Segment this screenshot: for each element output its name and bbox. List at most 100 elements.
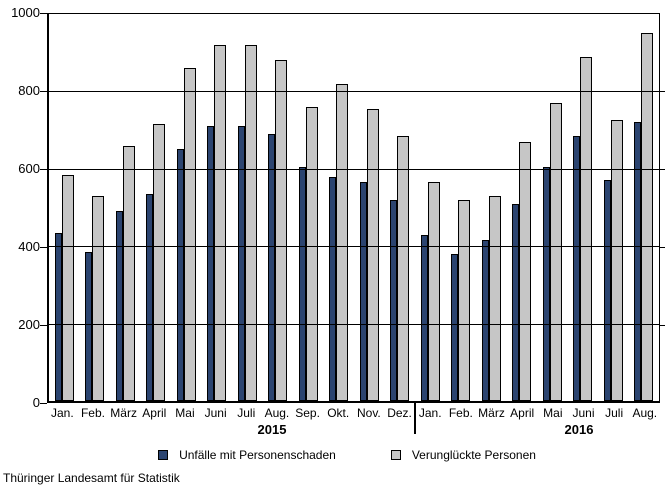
bar-verungglueckte-18 <box>580 56 593 401</box>
x-tick-label-2: Feb. <box>80 406 105 420</box>
x-tick-label-17: Mai <box>543 406 563 420</box>
bar-verungglueckte-15 <box>488 195 501 401</box>
month-group-20 <box>629 14 660 401</box>
bar-verungglueckte-12 <box>397 135 410 401</box>
legend-label-verungglueckte: Verunglückte Personen <box>411 448 536 462</box>
y-tick-left-600 <box>40 169 47 170</box>
bar-unfaelle-18 <box>573 135 581 401</box>
legend-item-unfaelle: Unfälle mit Personenschaden <box>158 448 336 462</box>
x-axis-labels: Jan. Feb. März April Mai Juni Juli Aug. Sep. Okt.… <box>47 406 660 420</box>
bar-unfaelle-1 <box>54 232 62 401</box>
month-group-6 <box>202 14 233 401</box>
month-group-2 <box>80 14 111 401</box>
x-tick-label-14: Feb. <box>448 406 473 420</box>
gridline-600 <box>49 168 659 170</box>
legend-swatch-verungglueckte-icon <box>390 450 401 460</box>
y-tick-label-600: 600 <box>18 161 40 176</box>
y-tick-left-200 <box>40 325 47 326</box>
month-group-3 <box>110 14 141 401</box>
legend-swatch-unfaelle-icon <box>158 450 169 460</box>
x-tick-label-3: März <box>110 406 137 420</box>
month-group-5 <box>171 14 202 401</box>
bar-verungglueckte-3 <box>122 145 135 401</box>
bar-unfaelle-7 <box>237 126 245 401</box>
month-group-1 <box>49 14 80 401</box>
x-tick-label-15: März <box>478 406 505 420</box>
y-tick-left-400 <box>40 247 47 248</box>
x-tick-label-20: Aug. <box>632 406 658 420</box>
x-tick-label-18: Juni <box>572 406 595 420</box>
bar-verungglueckte-2 <box>92 195 105 401</box>
x-tick-label-6: Juni <box>204 406 227 420</box>
bar-unfaelle-15 <box>481 240 489 401</box>
y-tick-label-800: 800 <box>18 83 40 98</box>
year-label-2016: 2016 <box>564 422 594 437</box>
bar-verungglueckte-4 <box>153 124 166 401</box>
bar-verungglueckte-14 <box>458 199 471 401</box>
x-tick-label-1: Jan. <box>50 406 74 420</box>
x-tick-label-7: Juli <box>237 406 256 420</box>
y-tick-right-600 <box>660 169 665 170</box>
bar-unfaelle-12 <box>390 199 398 401</box>
x-tick-label-11: Nov. <box>356 406 381 420</box>
bar-unfaelle-13 <box>420 234 428 401</box>
y-tick-right-800 <box>660 91 665 92</box>
month-group-13 <box>415 14 446 401</box>
month-group-11 <box>354 14 385 401</box>
bar-verungglueckte-16 <box>519 141 532 401</box>
bar-verungglueckte-11 <box>366 108 379 401</box>
gridline-400 <box>49 246 659 248</box>
month-group-9 <box>293 14 324 401</box>
month-group-15 <box>476 14 507 401</box>
x-tick-label-12: Dez. <box>387 406 412 420</box>
bar-unfaelle-8 <box>268 133 276 401</box>
x-tick-label-4: April <box>142 406 167 420</box>
bar-unfaelle-17 <box>542 166 550 401</box>
x-tick-label-10: Okt. <box>327 406 350 420</box>
y-tick-left-800 <box>40 91 47 92</box>
bar-verungglueckte-10 <box>336 83 349 401</box>
plot-area <box>47 13 660 403</box>
legend-item-verungglueckte: Verunglückte Personen <box>390 448 536 462</box>
gridline-200 <box>49 323 659 325</box>
y-tick-label-200: 200 <box>18 317 40 332</box>
bar-unfaelle-19 <box>603 180 611 401</box>
bar-unfaelle-11 <box>359 182 367 401</box>
month-group-14 <box>446 14 477 401</box>
y-tick-right-200 <box>660 325 665 326</box>
y-tick-left-1000 <box>40 13 47 14</box>
bar-unfaelle-9 <box>298 166 306 401</box>
legend: Unfälle mit Personenschaden Verunglückte… <box>0 448 668 462</box>
month-group-19 <box>598 14 629 401</box>
bar-verungglueckte-13 <box>427 182 440 401</box>
month-group-18 <box>568 14 599 401</box>
legend-label-unfaelle: Unfälle mit Personenschaden <box>179 448 336 462</box>
gridline-800 <box>49 91 659 93</box>
y-tick-left-0 <box>40 403 47 404</box>
month-group-7 <box>232 14 263 401</box>
y-tick-label-0: 0 <box>32 395 40 410</box>
source-note: Thüringer Landesamt für Statistik <box>3 471 180 485</box>
x-tick-label-9: Sep. <box>295 406 320 420</box>
bar-verungglueckte-5 <box>183 68 196 401</box>
bar-unfaelle-3 <box>115 211 123 401</box>
y-tick-label-400: 400 <box>18 239 40 254</box>
bar-unfaelle-16 <box>512 203 520 401</box>
y-tick-label-1000: 1000 <box>11 5 40 20</box>
x-tick-label-19: Juli <box>605 406 624 420</box>
bar-unfaelle-10 <box>329 176 337 401</box>
x-tick-label-13: Jan. <box>418 406 442 420</box>
year-label-2015: 2015 <box>257 422 287 437</box>
y-tick-right-400 <box>660 247 665 248</box>
bar-verungglueckte-7 <box>244 44 257 401</box>
bar-unfaelle-6 <box>207 126 215 401</box>
bar-unfaelle-14 <box>451 253 459 401</box>
bar-unfaelle-20 <box>634 122 642 401</box>
bar-verungglueckte-6 <box>214 44 227 401</box>
month-group-12 <box>385 14 416 401</box>
month-group-4 <box>141 14 172 401</box>
bar-verungglueckte-9 <box>305 106 318 401</box>
bar-verungglueckte-20 <box>641 33 654 401</box>
bar-verungglueckte-1 <box>61 174 74 401</box>
